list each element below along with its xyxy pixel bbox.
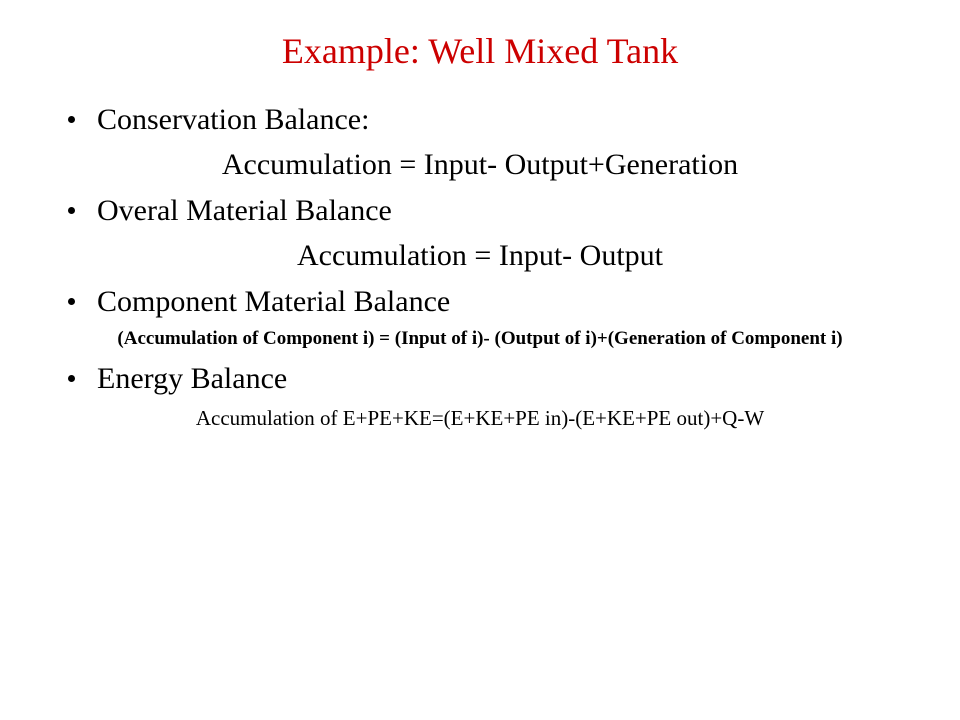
sub-text: Accumulation = Input- Output+Generation [60, 145, 900, 186]
bullet-icon [68, 298, 75, 305]
list-item: Conservation Balance: [60, 100, 900, 141]
bullet-icon [68, 116, 75, 123]
slide: Example: Well Mixed Tank Conservation Ba… [0, 0, 960, 468]
bullet-icon [68, 207, 75, 214]
sub-text: Accumulation of E+PE+KE=(E+KE+PE in)-(E+… [80, 404, 880, 432]
sub-text: Accumulation = Input- Output [60, 236, 900, 277]
bullet-text: Energy Balance [97, 359, 900, 400]
bullet-icon [68, 375, 75, 382]
list-item: Component Material Balance [60, 282, 900, 323]
bullet-text: Component Material Balance [97, 282, 900, 323]
slide-title: Example: Well Mixed Tank [60, 30, 900, 72]
sub-text: (Accumulation of Component i) = (Input o… [100, 327, 860, 352]
bullet-text: Conservation Balance: [97, 100, 900, 141]
list-item: Overal Material Balance [60, 191, 900, 232]
bullet-text: Overal Material Balance [97, 191, 900, 232]
list-item: Energy Balance [60, 359, 900, 400]
slide-content: Conservation Balance: Accumulation = Inp… [60, 100, 900, 432]
